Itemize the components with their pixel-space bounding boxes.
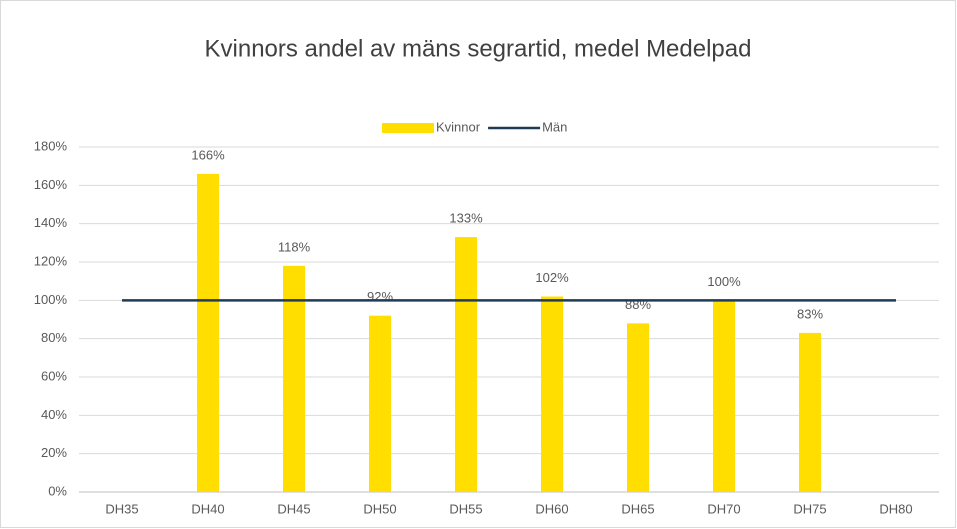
- y-tick-label: 140%: [34, 215, 68, 230]
- x-tick-label: DH45: [277, 501, 310, 516]
- y-tick-label: 20%: [41, 445, 67, 460]
- data-label: 102%: [535, 270, 569, 285]
- data-label: 88%: [625, 297, 651, 312]
- x-tick-label: DH40: [191, 501, 224, 516]
- y-tick-label: 100%: [34, 292, 68, 307]
- y-tick-label: 180%: [34, 138, 68, 153]
- y-tick-label: 80%: [41, 330, 67, 345]
- bar: [283, 265, 305, 492]
- legend-label: Män: [542, 119, 567, 134]
- x-tick-label: DH60: [535, 501, 568, 516]
- data-label: 118%: [278, 239, 311, 254]
- x-tick-label: DH75: [793, 501, 826, 516]
- data-label: 83%: [797, 306, 823, 321]
- x-tick-label: DH65: [621, 501, 654, 516]
- data-label: 166%: [191, 147, 225, 162]
- chart-title: Kvinnors andel av mäns segrartid, medel …: [205, 35, 752, 62]
- bar: [713, 300, 735, 492]
- bar: [455, 237, 477, 492]
- x-tick-label: DH35: [105, 501, 138, 516]
- bar: [369, 315, 391, 492]
- y-tick-label: 120%: [34, 253, 68, 268]
- bar: [197, 173, 219, 493]
- bar: [799, 332, 821, 492]
- bar: [627, 323, 649, 492]
- x-tick-label: DH50: [363, 501, 396, 516]
- x-tick-label: DH80: [879, 501, 912, 516]
- data-label: 100%: [707, 274, 741, 289]
- y-tick-label: 160%: [34, 177, 68, 192]
- x-tick-label: DH55: [449, 501, 482, 516]
- y-tick-label: 60%: [41, 368, 67, 383]
- x-tick-label: DH70: [707, 501, 740, 516]
- y-tick-label: 40%: [41, 407, 67, 422]
- legend-label: Kvinnor: [436, 119, 481, 134]
- y-tick-label: 0%: [48, 483, 67, 498]
- bar: [541, 296, 563, 492]
- legend-swatch: [382, 123, 434, 133]
- data-label: 92%: [367, 289, 393, 304]
- data-label: 133%: [449, 211, 483, 226]
